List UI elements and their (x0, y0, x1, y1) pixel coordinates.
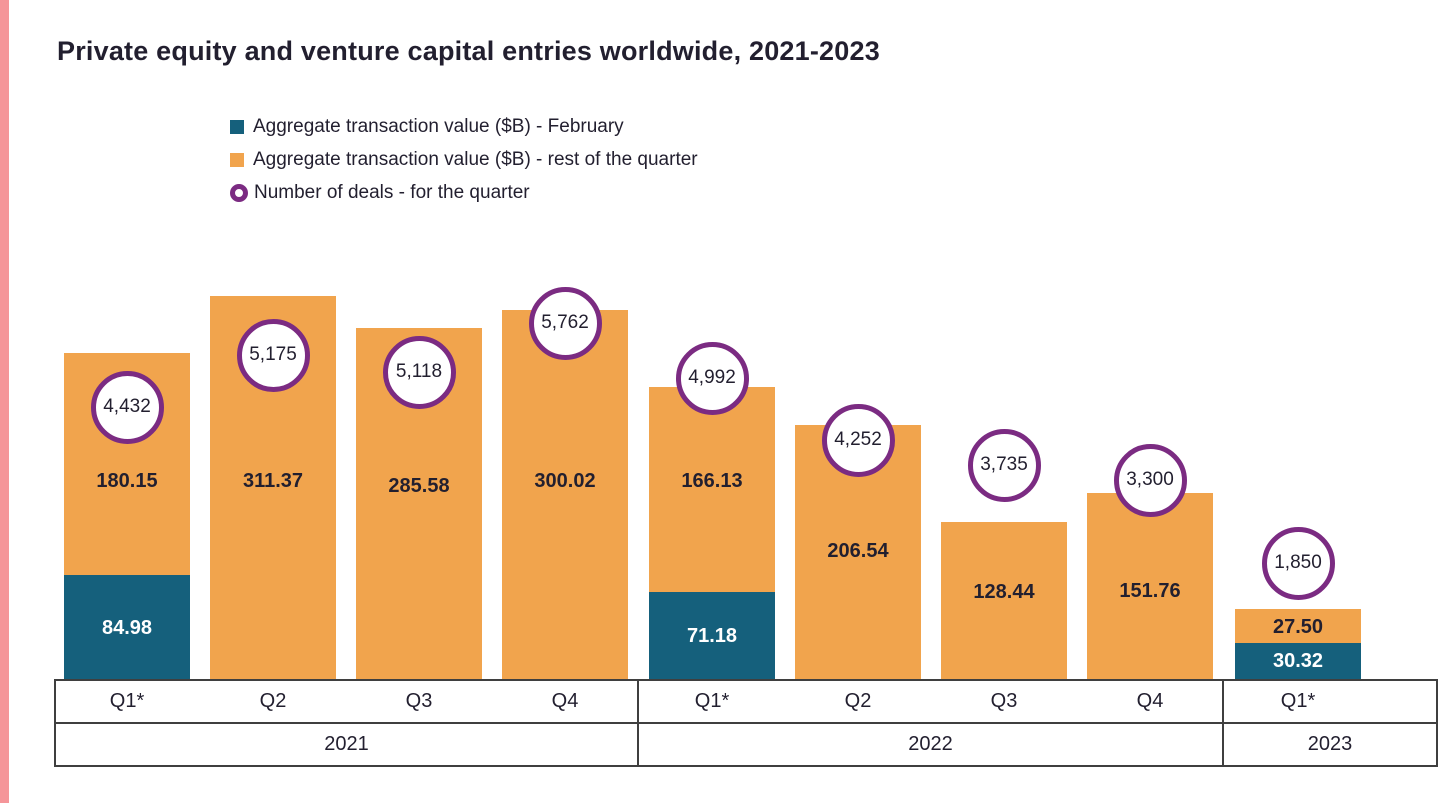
bar-segment-february (64, 575, 190, 680)
deals-circle: 5,118 (382, 335, 456, 409)
chart-title: Private equity and venture capital entri… (57, 36, 880, 66)
quarter-label: Q1* (1280, 690, 1316, 712)
bar-segment-rest-of-quarter (502, 309, 628, 680)
bar-value-rest-of-quarter: 180.15 (96, 470, 158, 492)
year-label: 2022 (908, 733, 953, 755)
quarter-label: Q4 (551, 690, 579, 712)
bar-segment-rest-of-quarter (1087, 492, 1213, 680)
axis-divider-vertical (1436, 679, 1438, 767)
bar-value-rest-of-quarter: 151.76 (1119, 580, 1181, 602)
year-label: 2021 (324, 733, 369, 755)
legend-item-rest-of-quarter: Aggregate transaction value ($B) - rest … (230, 143, 698, 176)
deals-count-label: 4,432 (103, 396, 151, 417)
axis-divider-vertical (1222, 679, 1224, 767)
bar-segment-february (649, 592, 775, 680)
legend-item-deals: Number of deals - for the quarter (230, 176, 698, 209)
bar-segment-rest-of-quarter (649, 387, 775, 593)
quarter-label: Q3 (990, 690, 1018, 712)
bar-value-february: 30.32 (1272, 650, 1324, 673)
deals-count-label: 4,992 (688, 367, 736, 388)
bar-value-rest-of-quarter: 27.50 (1272, 616, 1324, 638)
chart-legend: Aggregate transaction value ($B) - Febru… (230, 110, 698, 209)
left-accent-stripe (0, 0, 9, 803)
quarter-label: Q1* (694, 690, 730, 712)
deals-circle: 3,735 (967, 428, 1041, 502)
axis-divider-vertical (637, 679, 639, 767)
deals-circle: 5,762 (528, 286, 602, 360)
deals-count-label: 4,252 (834, 429, 882, 450)
axis-divider-vertical (54, 679, 56, 767)
bar-value-february: 71.18 (686, 625, 738, 648)
deals-circle: 5,175 (236, 318, 310, 392)
quarter-label: Q1* (109, 690, 145, 712)
bar-value-rest-of-quarter: 285.58 (388, 475, 450, 497)
bar-value-rest-of-quarter: 166.13 (681, 470, 743, 492)
purple-ring-icon (230, 183, 248, 202)
quarter-label: Q2 (844, 690, 872, 712)
deals-circle: 1,850 (1261, 526, 1335, 600)
bar-segment-february (1235, 642, 1361, 680)
quarter-label: Q3 (405, 690, 433, 712)
deals-count-label: 3,300 (1126, 469, 1174, 490)
legend-label-february: Aggregate transaction value ($B) - Febru… (253, 115, 624, 137)
bar-segment-rest-of-quarter (1235, 608, 1361, 643)
deals-circle: 3,300 (1113, 443, 1187, 517)
bar-value-rest-of-quarter: 311.37 (242, 470, 304, 492)
x-axis-baseline (55, 679, 1437, 681)
quarter-label: Q4 (1136, 690, 1164, 712)
deals-circle: 4,432 (90, 370, 164, 444)
deals-count-label: 3,735 (980, 454, 1028, 475)
deals-count-label: 5,118 (395, 361, 443, 382)
legend-label-rest-of-quarter: Aggregate transaction value ($B) - rest … (253, 148, 698, 170)
deals-count-label: 5,762 (541, 312, 589, 333)
bar-value-rest-of-quarter: 128.44 (973, 581, 1035, 603)
quarter-label: Q2 (259, 690, 287, 712)
bar-value-rest-of-quarter: 300.02 (534, 470, 596, 492)
deals-circle: 4,252 (821, 403, 895, 477)
bar-value-february: 84.98 (101, 616, 153, 639)
year-label: 2023 (1307, 733, 1353, 755)
bar-value-rest-of-quarter: 206.54 (827, 540, 889, 562)
axis-bottom-line (55, 765, 1437, 767)
deals-count-label: 5,175 (249, 344, 297, 365)
bar-segment-rest-of-quarter (941, 521, 1067, 680)
axis-divider-horizontal (55, 722, 1437, 724)
deals-count-label: 1,850 (1274, 552, 1322, 573)
deals-circle: 4,992 (675, 341, 749, 415)
legend-label-deals: Number of deals - for the quarter (254, 181, 530, 203)
orange-square-icon (230, 152, 244, 167)
legend-item-february: Aggregate transaction value ($B) - Febru… (230, 110, 698, 143)
teal-square-icon (230, 119, 244, 134)
